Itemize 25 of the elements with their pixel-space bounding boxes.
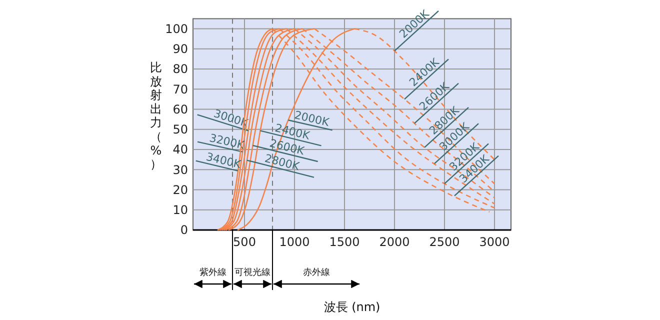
y-tick-label: 70: [172, 82, 188, 96]
y-axis-title: 比放射出力（%）: [150, 60, 162, 172]
x-axis-title: 波長 (nm): [324, 300, 380, 314]
x-tick-label: 2500: [429, 235, 460, 249]
text: 3400K: [204, 150, 243, 172]
text: 3200K: [208, 132, 246, 152]
y-tick-label: 30: [172, 162, 188, 177]
x-tick-label: 1500: [329, 235, 360, 249]
y-tick-label: 0: [180, 223, 188, 238]
text: 可視光線: [234, 267, 270, 278]
y-tick-label: 90: [172, 42, 188, 56]
y-tick-label: 50: [172, 122, 188, 137]
y-tick-label: 60: [172, 102, 188, 116]
y-tick-label: 40: [172, 142, 188, 157]
y-tick-label: 10: [172, 203, 188, 218]
text: 紫外線: [199, 267, 226, 278]
y-tick-label: 20: [172, 182, 188, 197]
y-tick-label: 80: [172, 62, 188, 76]
x-tick-label: 1000: [279, 235, 310, 249]
text: 赤外線: [303, 267, 330, 278]
x-tick-label: 500: [233, 235, 256, 249]
x-tick-label: 2000: [379, 235, 410, 249]
y-tick-label: 100: [165, 22, 188, 36]
text: 3000K: [212, 106, 250, 130]
x-tick-label: 3000: [479, 235, 510, 249]
